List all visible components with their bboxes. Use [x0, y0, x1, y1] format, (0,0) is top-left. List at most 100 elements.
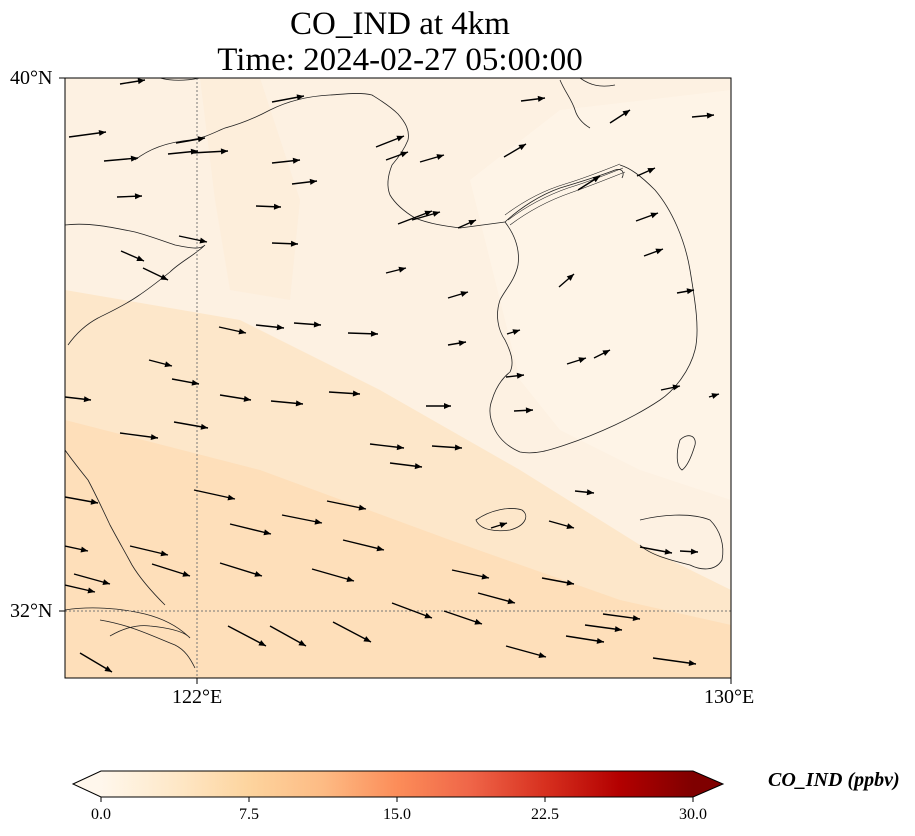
wind-arrow: [173, 421, 209, 430]
wind-arrow: [477, 592, 516, 605]
lat-label-40n: 40°N: [10, 67, 53, 89]
wind-arrow: [660, 384, 681, 391]
wind-arrow: [520, 95, 546, 102]
wind-arrow: [347, 330, 379, 337]
plot-title-line-2: Time: 2024-02-27 05:00:00: [217, 42, 583, 78]
wind-arrow: [148, 359, 173, 368]
wind-arrow: [609, 109, 631, 124]
wind-arrow: [593, 349, 611, 359]
wind-arrow: [566, 357, 587, 365]
wind-arrow: [219, 394, 252, 402]
lon-label-122e: 122°E: [172, 686, 223, 708]
lon-label-130e: 130°E: [704, 686, 755, 708]
wind-arrow: [558, 273, 575, 288]
wind-arrow: [68, 129, 107, 138]
colorbar-max-extension: [693, 771, 723, 797]
wind-arrow: [328, 390, 361, 397]
wind-arrow: [342, 539, 385, 552]
wind-arrow: [652, 657, 697, 667]
colorbar-label: CO_IND (ppbv): [768, 769, 900, 791]
wind-arrow: [193, 489, 236, 501]
wind-arrow: [175, 136, 206, 144]
wind-arrow: [120, 250, 145, 262]
wind-arrow: [332, 621, 372, 643]
yangtze-bank: [99, 619, 196, 669]
wind-arrow: [190, 148, 229, 155]
wind-arrow: [636, 167, 656, 177]
wind-arrow: [65, 545, 89, 553]
colorbar-tick-label: 15.0: [383, 806, 411, 823]
wind-arrow: [116, 193, 143, 200]
colorbar-tick-label: 22.5: [531, 806, 559, 823]
wind-arrow: [426, 403, 451, 409]
wind-arrow: [73, 573, 111, 586]
wind-arrow: [548, 520, 575, 530]
wind-arrow: [574, 489, 595, 496]
wind-arrow: [506, 329, 521, 335]
map-area: [65, 78, 731, 678]
wind-arrow: [389, 462, 423, 470]
wind-arrow: [255, 324, 285, 331]
korean-peninsula-coast: [489, 164, 698, 454]
wind-arrow: [229, 523, 272, 536]
colorbar-gradient: [101, 771, 693, 797]
wind-arrow: [411, 211, 441, 221]
lat-label-32n: 32°N: [10, 600, 53, 622]
wind-arrow: [271, 240, 299, 247]
wind-arrow: [219, 562, 263, 577]
wind-arrow: [103, 155, 139, 162]
dmz-border: [504, 163, 626, 226]
wind-arrow: [431, 444, 463, 451]
wind-arrow: [708, 393, 720, 399]
wind-arrow: [178, 235, 208, 244]
wind-arrow: [65, 584, 96, 594]
wind-arrow: [271, 157, 301, 164]
wind-arrow: [457, 219, 477, 229]
wind-arrow: [505, 645, 547, 659]
wind-arrow: [447, 340, 467, 347]
wind-arrow: [151, 563, 191, 577]
north-coast-fragment: [579, 78, 616, 87]
wind-arrow: [293, 321, 322, 328]
yangtze-estuary: [65, 607, 191, 639]
wind-arrow: [447, 291, 469, 299]
wind-arrow: [291, 178, 318, 185]
concentration-clean-region: [470, 90, 731, 500]
wind-arrow: [602, 613, 641, 622]
wind-arrow: [385, 151, 409, 161]
jiangsu-coast: [65, 449, 166, 606]
wind-arrow: [79, 652, 113, 673]
colorbar-tick-label: 30.0: [679, 806, 707, 823]
concentration-plume-core: [65, 420, 731, 678]
wind-arrow: [503, 143, 527, 158]
colorbar-tick-label: 0.0: [91, 806, 111, 823]
wind-arrow: [119, 432, 159, 441]
wind-arrow: [679, 548, 699, 555]
colorbar-min-extension: [73, 771, 101, 797]
korea-border-coast: [504, 169, 624, 223]
map-frame: [64, 77, 732, 679]
wind-arrow: [513, 407, 534, 414]
wind-arrow: [281, 514, 323, 525]
wind-arrow: [565, 635, 605, 644]
colorbar-tick-label: 7.5: [239, 806, 259, 823]
wind-arrow: [326, 500, 367, 511]
wind-arrow: [369, 443, 405, 451]
wind-arrow: [676, 288, 695, 295]
wind-arrow: [639, 546, 673, 555]
wind-arrow: [142, 267, 169, 281]
wind-arrow: [129, 545, 169, 557]
wind-arrow: [269, 625, 307, 647]
wind-arrow: [119, 78, 146, 85]
colorbar-ticks: [100, 797, 694, 802]
wind-arrow: [505, 372, 525, 379]
wind-arrow: [490, 522, 508, 529]
wind-arrow: [171, 378, 200, 386]
kyushu-coast: [639, 514, 724, 570]
wind-arrow: [65, 496, 99, 505]
plot-title-line-1: CO_IND at 4km: [290, 6, 510, 42]
wind-arrow: [227, 625, 267, 647]
jeju-island: [475, 508, 527, 532]
wind-arrow: [255, 203, 282, 210]
